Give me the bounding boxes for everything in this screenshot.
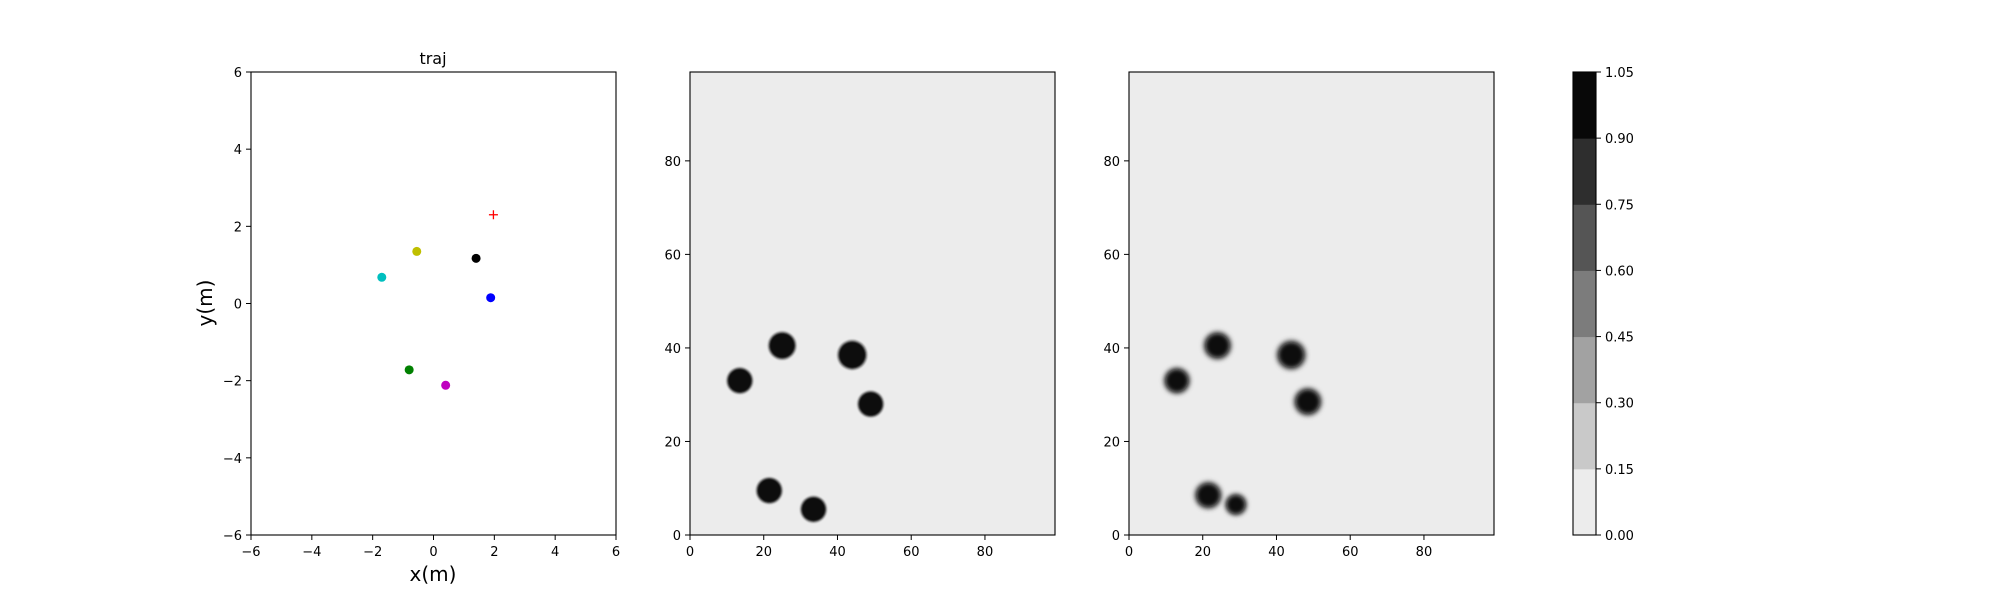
obstacle-blob <box>726 367 754 395</box>
colorbar-band <box>1573 402 1596 470</box>
y-tick-label: 80 <box>664 155 681 170</box>
x-tick-label: 0 <box>429 545 437 560</box>
x-tick-label: 2 <box>490 545 498 560</box>
y-tick-label: 20 <box>664 435 681 450</box>
y-tick-label: 0 <box>1112 529 1120 544</box>
y-tick-label: −4 <box>223 452 242 467</box>
colorbar-band <box>1573 204 1596 271</box>
colorbar-frame <box>1572 71 1597 536</box>
x-tick-label: −6 <box>241 545 260 560</box>
y-tick-label: 0 <box>234 298 242 313</box>
obstacle-blob <box>1193 480 1223 510</box>
heatmap-2-background <box>1129 72 1494 535</box>
y-tick-label: −2 <box>223 375 242 390</box>
y-tick-label: 2 <box>234 220 242 235</box>
goal-marker <box>488 210 498 220</box>
obstacle-blob <box>799 495 828 523</box>
agent-point <box>377 272 387 282</box>
obstacle-blob <box>1275 339 1307 371</box>
x-tick-label: 80 <box>977 545 994 560</box>
obstacle-blob <box>1202 330 1233 361</box>
x-tick-label: 0 <box>1125 545 1133 560</box>
y-tick-label: 4 <box>234 143 242 158</box>
heatmap-panel-1: 0 20 40 60 80 0 20 40 60 80 <box>664 71 1056 560</box>
obstacle-blob <box>857 390 885 418</box>
y-tick-label: 0 <box>673 529 681 544</box>
y-tick-label: 6 <box>234 66 242 81</box>
heatmap-1-background <box>690 72 1055 535</box>
x-tick-label: 40 <box>1268 545 1285 560</box>
colorbar-tick-label: 1.05 <box>1605 66 1634 81</box>
obstacle-blob <box>1292 386 1323 417</box>
y-tick-label: 40 <box>1103 342 1120 357</box>
agent-point <box>441 380 451 390</box>
heatmap-1-frame <box>689 71 1056 536</box>
agent-point <box>486 293 496 303</box>
colorbar-tick-label: 0.00 <box>1605 529 1634 544</box>
y-tick-label: 20 <box>1103 435 1120 450</box>
x-tick-label: 40 <box>829 545 846 560</box>
agent-point <box>412 246 422 256</box>
x-tick-label: −4 <box>302 545 321 560</box>
y-tick-label: 60 <box>1103 248 1120 263</box>
obstacle-blob <box>755 476 783 505</box>
colorbar-tick-label: 0.15 <box>1605 463 1634 478</box>
colorbar-band <box>1573 72 1596 139</box>
x-tick-label: 20 <box>1194 545 1211 560</box>
colorbar-tick-label: 0.60 <box>1605 264 1634 279</box>
obstacle-blob <box>1224 493 1248 517</box>
traj-panel: traj −6 −4 −2 0 2 4 6 −6 −4 −2 0 2 4 6 x(m) y(m) <box>193 49 620 586</box>
traj-title: traj <box>419 49 446 68</box>
x-tick-label: 0 <box>686 545 694 560</box>
heatmap-panel-2: 0 20 40 60 80 0 20 40 60 80 <box>1103 71 1495 560</box>
colorbar-tick-label: 0.30 <box>1605 397 1634 412</box>
colorbar: 0.00 0.15 0.30 0.45 0.60 0.75 0.90 1.05 <box>1572 66 1634 544</box>
x-tick-label: 80 <box>1416 545 1433 560</box>
colorbar-tick-label: 0.45 <box>1605 331 1634 346</box>
traj-x-axis-label: x(m) <box>410 562 457 586</box>
obstacle-blob <box>767 331 797 361</box>
x-tick-label: 6 <box>612 545 620 560</box>
x-tick-label: 60 <box>903 545 920 560</box>
agent-point <box>471 253 481 263</box>
x-tick-label: 4 <box>551 545 559 560</box>
y-tick-label: −6 <box>223 529 242 544</box>
x-tick-label: −2 <box>363 545 382 560</box>
colorbar-tick-label: 0.75 <box>1605 198 1634 213</box>
colorbar-band <box>1573 336 1596 404</box>
x-tick-label: 60 <box>1342 545 1359 560</box>
heatmap-2-frame <box>1128 71 1495 536</box>
y-tick-label: 40 <box>664 342 681 357</box>
colorbar-tick-label: 0.90 <box>1605 132 1634 147</box>
y-tick-label: 80 <box>1103 155 1120 170</box>
colorbar-band <box>1573 270 1596 338</box>
y-tick-label: 60 <box>664 248 681 263</box>
colorbar-band <box>1573 138 1596 205</box>
colorbar-band <box>1573 468 1596 536</box>
traj-y-axis-label: y(m) <box>193 280 217 327</box>
traj-plot-frame <box>250 71 617 536</box>
agent-point <box>404 365 414 375</box>
obstacle-blob <box>1162 366 1191 395</box>
x-tick-label: 20 <box>755 545 772 560</box>
obstacle-blob <box>836 339 868 371</box>
